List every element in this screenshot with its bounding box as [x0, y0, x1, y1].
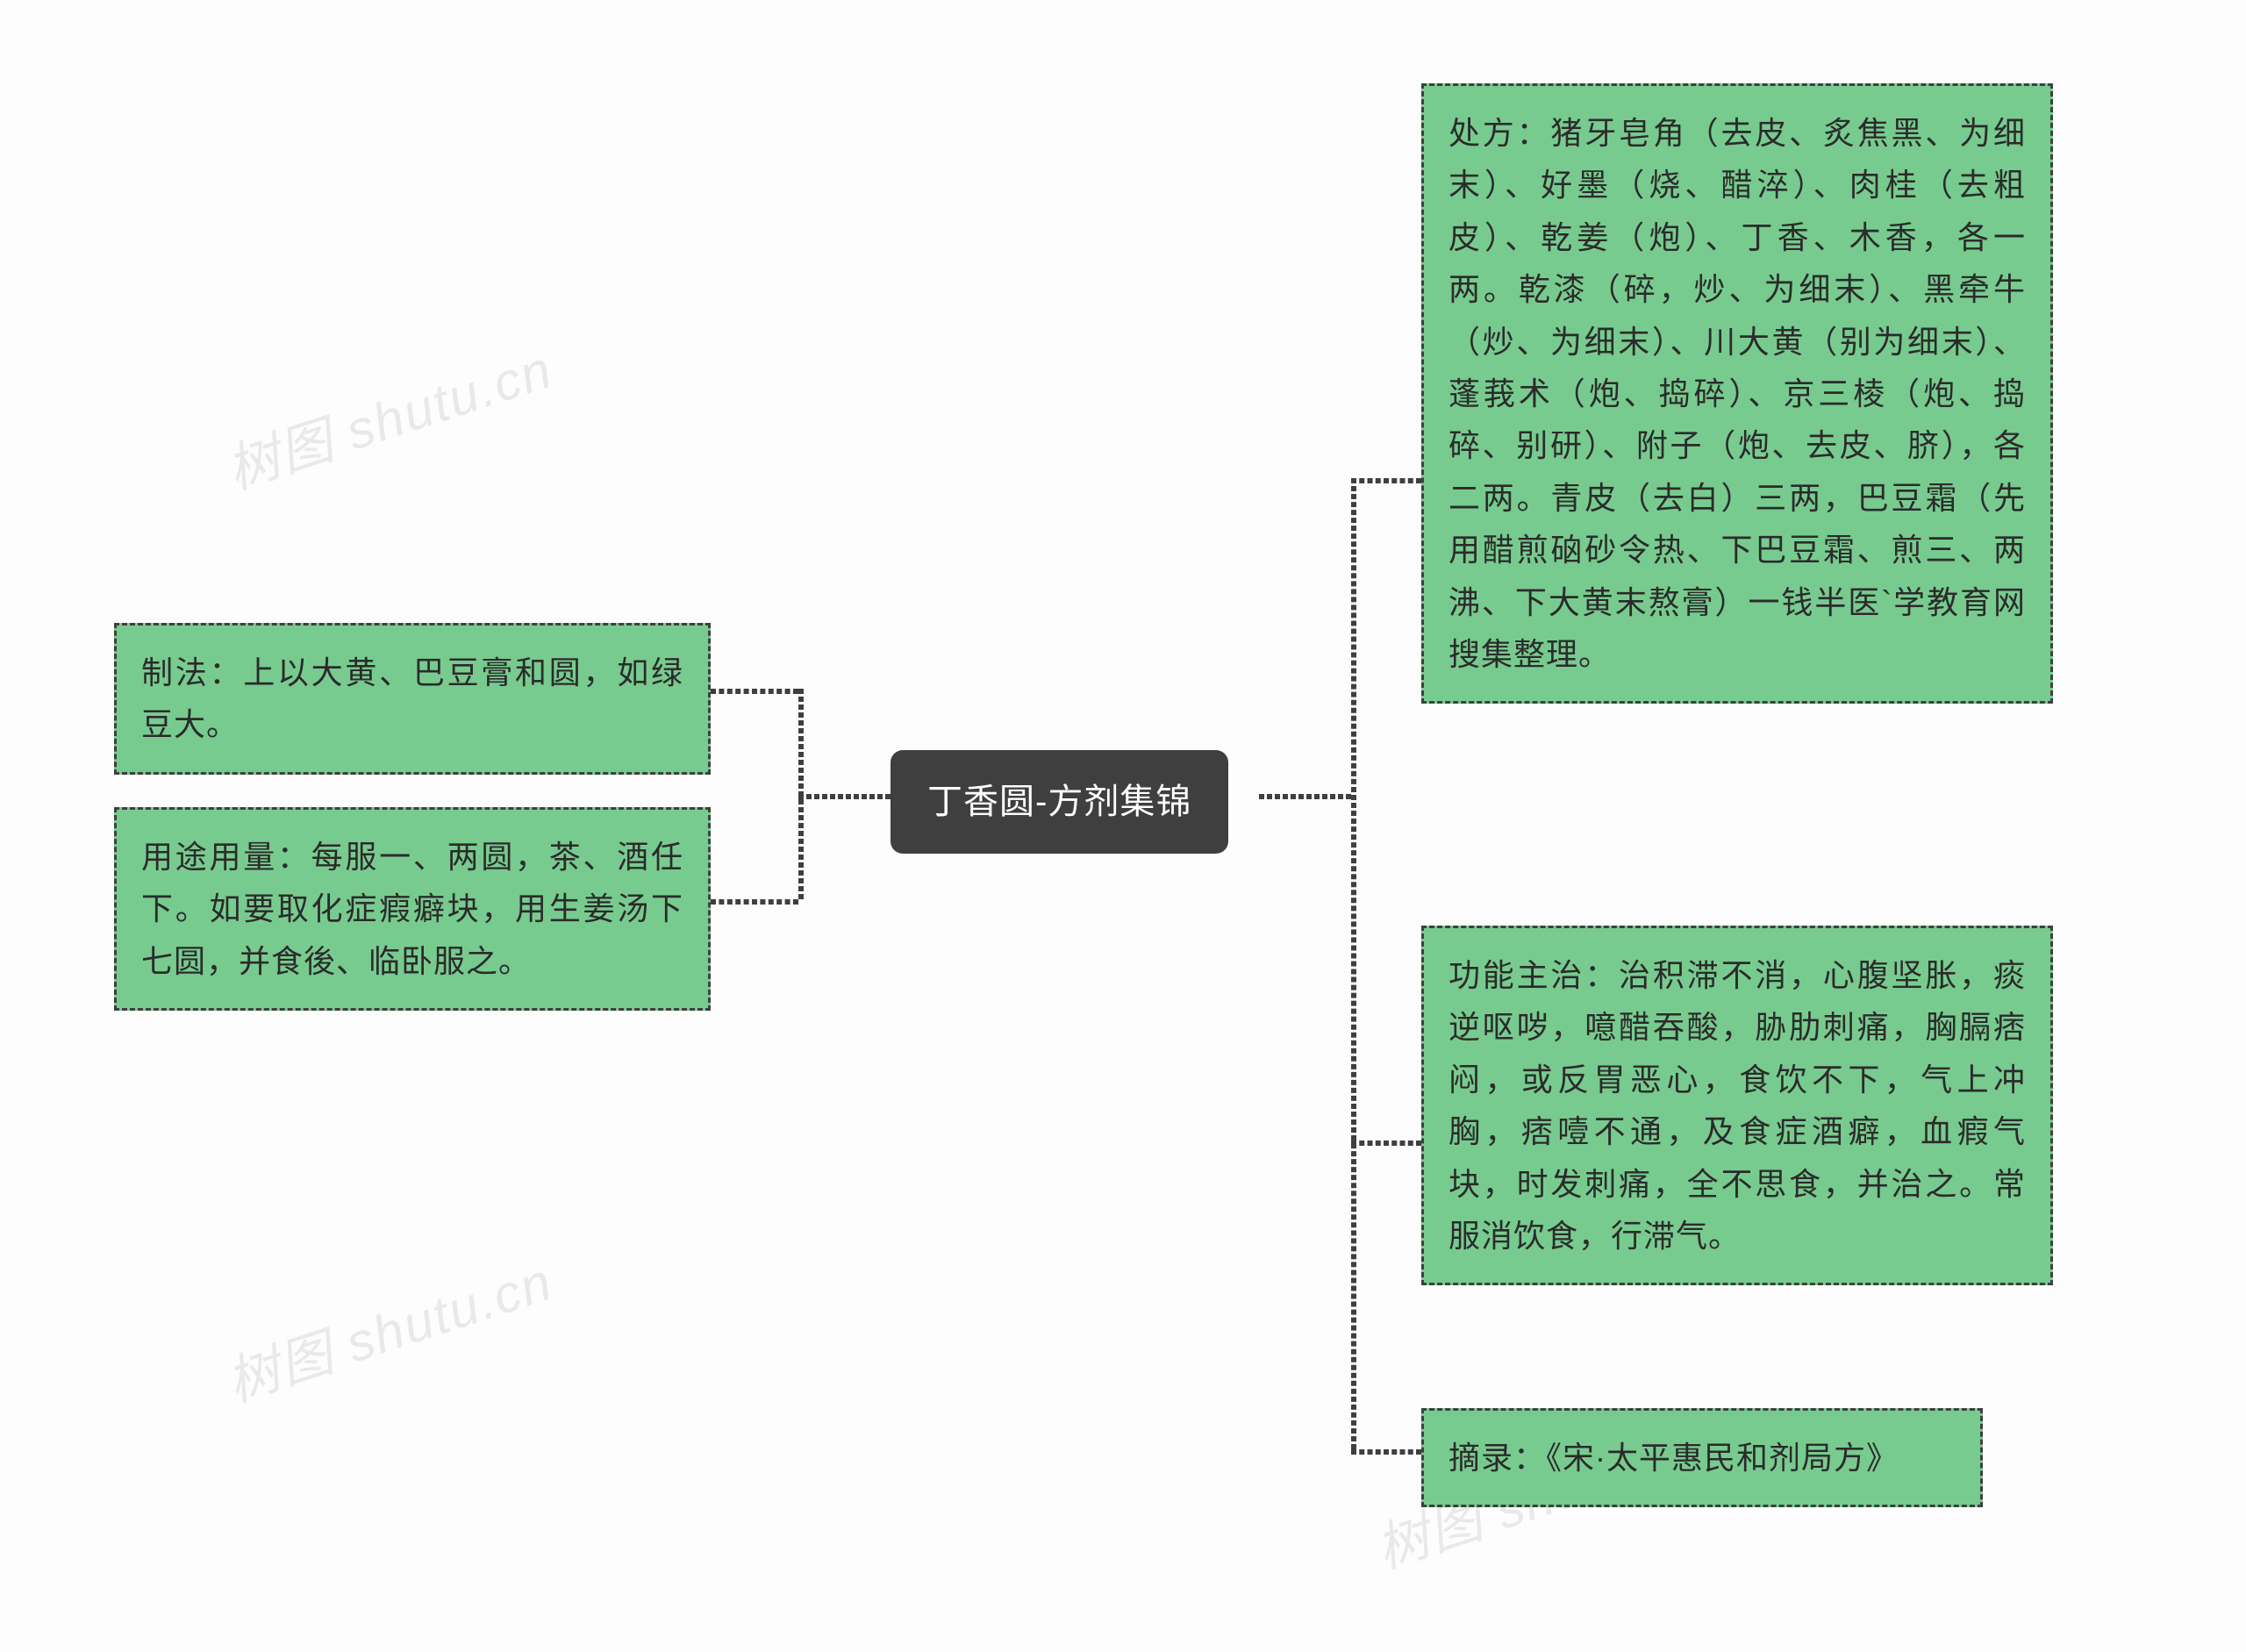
watermark: 树图 shutu.cn: [216, 327, 562, 504]
connector: [1351, 478, 1356, 1449]
leaf-usage[interactable]: 用途用量：每服一、两圆，茶、酒任下。如要取化症瘕癖块，用生姜汤下七圆，并食後、临…: [114, 807, 711, 1011]
connector: [798, 794, 891, 799]
center-node[interactable]: 丁香圆-方剂集锦: [891, 750, 1228, 854]
connector: [1351, 1141, 1421, 1146]
connector: [711, 899, 798, 905]
leaf-source[interactable]: 摘录：《宋·太平惠民和剂局方》: [1421, 1408, 1983, 1507]
leaf-function[interactable]: 功能主治：治积滞不消，心腹坚胀，痰逆呕哕，噫醋吞酸，胁肋刺痛，胸膈痞闷，或反胃恶…: [1421, 926, 2053, 1285]
connector: [1351, 478, 1421, 483]
leaf-method[interactable]: 制法：上以大黄、巴豆膏和圆，如绿豆大。: [114, 623, 711, 775]
connector: [711, 689, 798, 694]
connector: [798, 689, 804, 899]
connector: [1259, 794, 1351, 799]
watermark: 树图 shutu.cn: [216, 1240, 562, 1417]
connector: [1351, 1449, 1421, 1455]
leaf-prescription[interactable]: 处方：猪牙皂角（去皮、炙焦黑、为细末）、好墨（烧、醋淬）、肉桂（去粗皮）、乾姜（…: [1421, 83, 2053, 704]
mindmap-canvas: 树图 shutu.cn 树图 shutu.cn 树图 shutu.cn 丁香圆-…: [0, 0, 2246, 1652]
